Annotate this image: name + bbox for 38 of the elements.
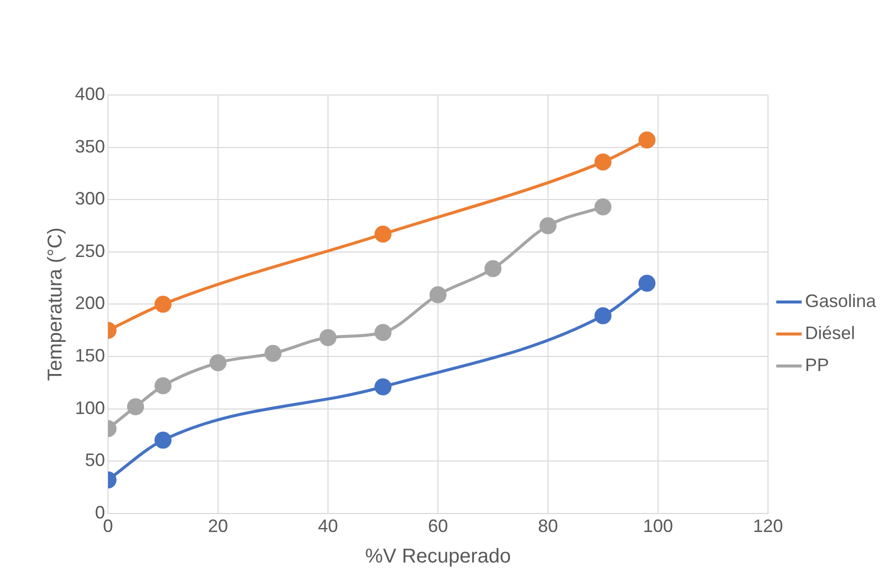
y-tick-label: 100 <box>74 398 106 418</box>
point <box>539 217 556 234</box>
point <box>374 324 392 341</box>
y-tick-label: 150 <box>74 345 106 366</box>
y-axis-title: Temperatura (°C) <box>44 227 67 381</box>
x-tick-label: 120 <box>752 516 783 536</box>
point <box>320 329 337 346</box>
legend-label: Gasolina <box>804 290 877 311</box>
x-tick-label: 100 <box>642 516 673 536</box>
point <box>210 354 227 372</box>
y-tick-label: 0 <box>95 502 106 522</box>
point <box>374 226 392 243</box>
point <box>594 307 612 324</box>
x-tick-label: 20 <box>208 516 228 536</box>
point <box>429 286 446 304</box>
point <box>154 432 172 449</box>
x-axis-title: %V Recuperado <box>365 546 511 568</box>
point <box>594 153 612 170</box>
y-tick-label: 300 <box>74 188 106 209</box>
point <box>484 260 502 278</box>
point <box>127 398 144 416</box>
y-tick-label: 250 <box>74 240 106 261</box>
x-tick-label: 40 <box>318 516 338 536</box>
legend-label: PP <box>804 354 829 375</box>
point <box>638 131 656 148</box>
y-tick-label: 200 <box>74 293 106 314</box>
point <box>374 378 392 396</box>
point <box>594 198 612 216</box>
point <box>638 274 656 292</box>
x-tick-label: 80 <box>538 516 558 536</box>
point <box>154 377 172 394</box>
y-tick-label: 50 <box>85 450 106 470</box>
y-tick-label: 400 <box>74 84 106 104</box>
point <box>154 296 172 313</box>
legend-label: Diésel <box>804 322 855 343</box>
point <box>264 344 282 362</box>
y-tick-label: 350 <box>74 136 106 156</box>
x-tick-label: 60 <box>428 516 448 536</box>
